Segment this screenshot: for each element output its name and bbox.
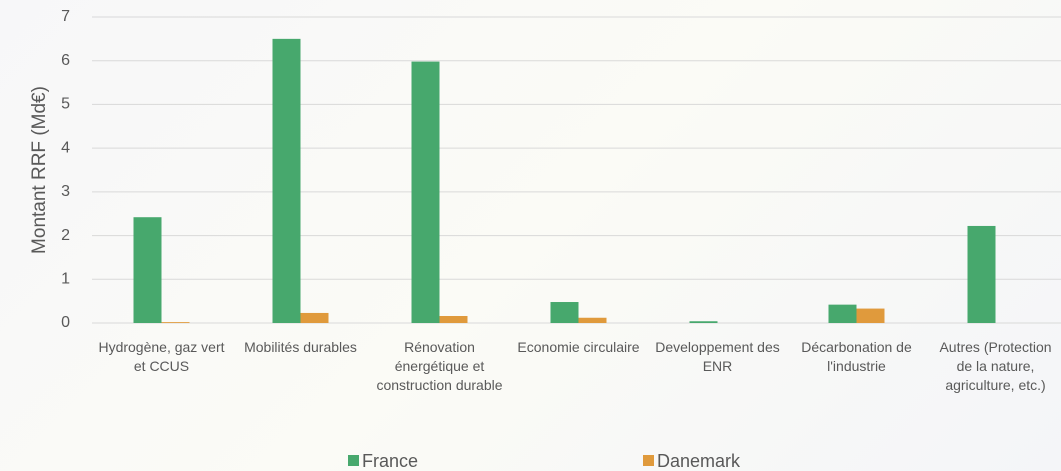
legend-swatch — [643, 455, 654, 466]
y-tick-label: 5 — [61, 96, 70, 113]
bar — [161, 322, 190, 323]
y-tick-label: 6 — [61, 52, 70, 69]
y-tick-label: 0 — [61, 314, 70, 331]
x-tick-label: Décarbonation de l'industrie — [801, 339, 912, 374]
legend-swatch — [348, 455, 359, 466]
bar — [300, 312, 329, 323]
y-tick-label: 4 — [61, 139, 70, 156]
bar — [550, 302, 579, 323]
bar — [411, 61, 440, 324]
x-tick-label: Economie circulaire — [517, 339, 640, 355]
x-tick-label: Rénovation énergétique et construction d… — [376, 339, 503, 393]
bar — [272, 38, 301, 323]
bar — [967, 225, 996, 323]
y-tick-label: 3 — [61, 183, 70, 200]
y-tick-label: 7 — [61, 8, 70, 25]
legend-label: Danemark — [657, 451, 741, 471]
bar — [578, 317, 607, 323]
bar — [439, 316, 468, 323]
legend-label: France — [362, 451, 418, 471]
bar — [133, 217, 162, 323]
y-axis-label: Montant RRF (Md€) — [29, 86, 50, 254]
bar — [828, 304, 857, 323]
x-tick-label: Developpement des ENR — [655, 339, 780, 374]
x-tick-label: Mobilités durables — [244, 339, 357, 355]
bar — [689, 321, 718, 323]
y-tick-label: 2 — [61, 227, 70, 244]
y-tick-label: 1 — [61, 271, 70, 288]
x-tick-label: Hydrogène, gaz vert et CCUS — [98, 339, 225, 374]
x-tick-label: Autres (Protection de la nature, agricul… — [939, 339, 1052, 393]
bar — [856, 308, 885, 323]
